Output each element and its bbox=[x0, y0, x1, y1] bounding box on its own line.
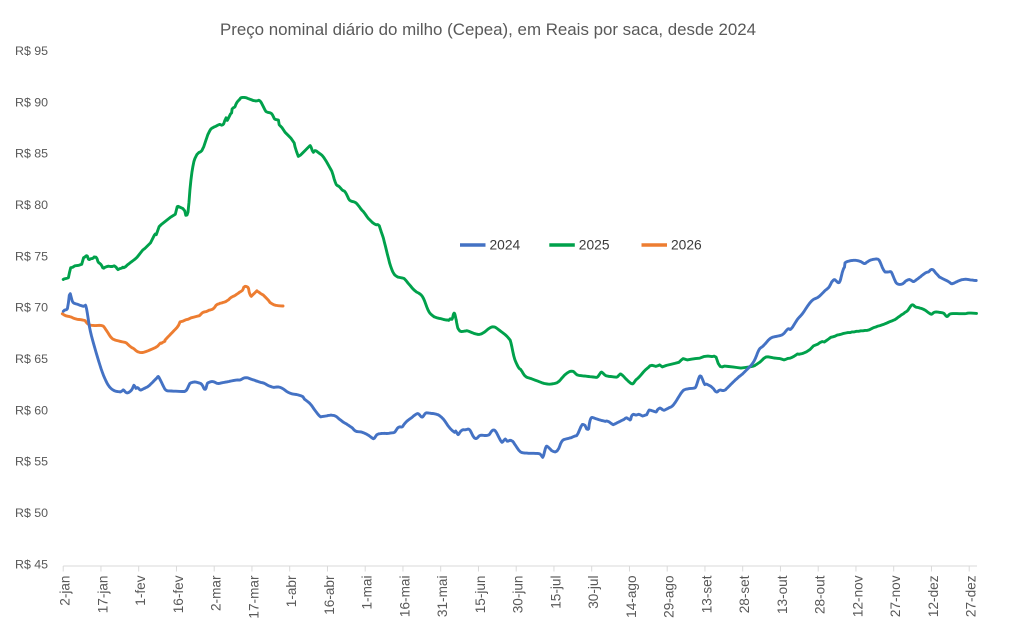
svg-text:1-mai: 1-mai bbox=[360, 576, 375, 610]
svg-text:2-jan: 2-jan bbox=[58, 576, 73, 606]
svg-text:17-mar: 17-mar bbox=[246, 575, 261, 619]
svg-text:2026: 2026 bbox=[671, 238, 702, 253]
svg-text:30-jul: 30-jul bbox=[586, 576, 601, 609]
svg-text:2025: 2025 bbox=[579, 238, 610, 253]
svg-text:R$ 75: R$ 75 bbox=[15, 249, 48, 263]
svg-text:R$ 65: R$ 65 bbox=[15, 352, 48, 366]
svg-text:15-jul: 15-jul bbox=[548, 576, 563, 609]
svg-text:R$ 55: R$ 55 bbox=[15, 455, 48, 469]
svg-text:Preço nominal diário do milho: Preço nominal diário do milho (Cepea), e… bbox=[220, 20, 756, 39]
svg-text:16-abr: 16-abr bbox=[322, 575, 337, 615]
svg-text:R$ 95: R$ 95 bbox=[15, 44, 48, 58]
svg-text:29-ago: 29-ago bbox=[662, 576, 677, 618]
svg-text:16-mai: 16-mai bbox=[397, 576, 412, 618]
svg-text:27-nov: 27-nov bbox=[888, 575, 903, 617]
svg-text:R$ 85: R$ 85 bbox=[15, 147, 48, 161]
svg-text:28-set: 28-set bbox=[737, 575, 752, 613]
svg-text:1-fev: 1-fev bbox=[133, 575, 148, 605]
svg-text:12-dez: 12-dez bbox=[926, 575, 941, 617]
svg-text:17-jan: 17-jan bbox=[95, 576, 110, 614]
svg-text:R$ 90: R$ 90 bbox=[15, 95, 48, 109]
svg-text:14-ago: 14-ago bbox=[624, 576, 639, 618]
svg-text:12-nov: 12-nov bbox=[850, 575, 865, 617]
svg-text:16-fev: 16-fev bbox=[171, 575, 186, 613]
svg-text:R$ 45: R$ 45 bbox=[15, 557, 48, 571]
svg-text:R$ 80: R$ 80 bbox=[15, 198, 48, 212]
svg-text:28-out: 28-out bbox=[813, 575, 828, 614]
svg-text:R$ 60: R$ 60 bbox=[15, 403, 48, 417]
svg-text:R$ 70: R$ 70 bbox=[15, 301, 48, 315]
svg-text:15-jun: 15-jun bbox=[473, 576, 488, 614]
svg-text:13-set: 13-set bbox=[699, 575, 714, 613]
svg-text:2-mar: 2-mar bbox=[209, 575, 224, 611]
svg-text:R$ 50: R$ 50 bbox=[15, 506, 48, 520]
svg-text:2024: 2024 bbox=[490, 238, 521, 253]
svg-text:27-dez: 27-dez bbox=[964, 575, 979, 617]
svg-text:31-mai: 31-mai bbox=[435, 576, 450, 618]
svg-text:13-out: 13-out bbox=[775, 575, 790, 614]
svg-text:30-jun: 30-jun bbox=[511, 576, 526, 614]
svg-text:1-abr: 1-abr bbox=[284, 575, 299, 607]
